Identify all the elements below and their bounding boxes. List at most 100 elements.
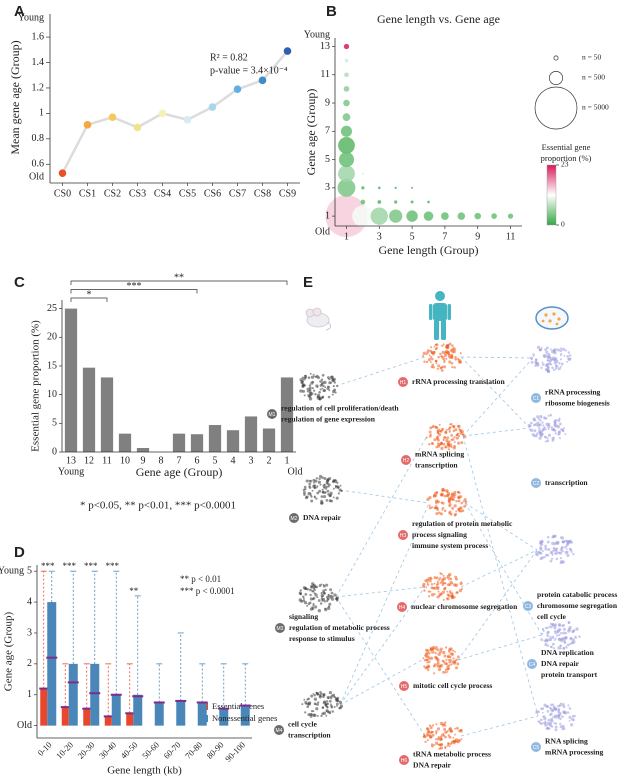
module-badge (527, 659, 537, 669)
bubble (406, 210, 418, 222)
x-tick-label: CS0 (54, 188, 71, 199)
module-gene (437, 652, 441, 656)
edge (335, 356, 426, 387)
module-gene (434, 645, 438, 649)
module-gene (552, 436, 555, 439)
module-gene (324, 588, 327, 592)
x-tick-label: 3 (377, 231, 382, 242)
module-id: H1 (400, 380, 407, 386)
module-gene (430, 586, 434, 590)
module-gene (313, 484, 317, 488)
module-gene (549, 635, 552, 638)
module-gene (441, 501, 445, 505)
module-id: C2 (533, 481, 540, 487)
module-gene (442, 722, 446, 726)
module-cloud (302, 474, 343, 505)
bubble (370, 207, 388, 225)
edge (464, 502, 538, 551)
module-id: H2 (403, 458, 410, 464)
module-gene (542, 427, 546, 431)
module-gene (442, 577, 447, 581)
size-legend-label: n = 50 (582, 53, 601, 62)
module-gene (569, 636, 573, 640)
module-gene (438, 433, 442, 437)
module-gene (457, 499, 461, 503)
module-gene (549, 551, 553, 554)
y-tick-label: 3 (325, 182, 330, 193)
module-label: transcription (288, 730, 331, 739)
module-gene (309, 593, 312, 597)
module-gene (440, 446, 444, 450)
module-gene (546, 626, 549, 629)
module-gene (327, 395, 331, 399)
module-cloud (299, 372, 339, 401)
module-gene (313, 697, 318, 701)
point (108, 113, 117, 122)
module-gene (455, 510, 458, 513)
module-gene (436, 587, 440, 591)
module-gene (548, 721, 552, 725)
module-gene (443, 360, 446, 364)
module-gene (545, 350, 549, 354)
bubble (441, 212, 449, 220)
module-gene (428, 443, 431, 446)
module-gene (439, 352, 442, 356)
module-gene (435, 730, 438, 733)
module-gene (314, 479, 318, 483)
module-gene (435, 512, 439, 516)
module-gene (535, 553, 540, 557)
module-gene (329, 494, 332, 497)
mouse-icon (305, 307, 332, 331)
module-gene (543, 417, 546, 420)
module-gene (429, 726, 433, 730)
module-gene (435, 446, 438, 449)
module-gene (323, 380, 327, 385)
module-gene (309, 391, 312, 395)
module-gene (545, 363, 549, 367)
human-head (435, 291, 445, 301)
bubble (377, 200, 382, 204)
module-gene (330, 704, 333, 708)
x-tick-label: CS4 (154, 188, 171, 199)
point (183, 115, 192, 124)
module-label: response to stimulus (289, 634, 355, 643)
module-cloud (425, 422, 467, 451)
module-gene (539, 348, 543, 352)
module-gene (455, 499, 458, 503)
module-gene (332, 385, 335, 388)
module-gene (427, 590, 430, 593)
module-gene (324, 703, 327, 706)
module-gene (434, 494, 438, 497)
bar (226, 430, 240, 452)
module-gene (459, 429, 462, 432)
legend-label: Nonessential genes (212, 713, 277, 723)
module-gene (299, 589, 302, 592)
bubble (338, 151, 355, 168)
module-gene (317, 609, 322, 613)
module-gene (560, 536, 565, 540)
edge (335, 596, 426, 737)
module-gene (313, 702, 317, 706)
annotation: ** p < 0.01 (180, 574, 221, 584)
y-axis-label: Mean gene age (Group) (8, 40, 22, 154)
module-gene (562, 711, 566, 715)
y-axis-label: Gene age (Group) (3, 611, 15, 691)
module-gene (439, 647, 443, 651)
module-gene (336, 481, 339, 484)
module-gene (553, 420, 556, 424)
module-gene (441, 350, 445, 354)
colorbar-tick-label: 23 (561, 160, 569, 169)
right-label: Old (288, 466, 303, 477)
y-tick-label: 15 (47, 360, 57, 371)
module-gene (559, 358, 563, 361)
edge (335, 586, 426, 598)
module-gene (443, 365, 447, 369)
module-gene (338, 700, 343, 704)
module-gene (316, 491, 320, 495)
module-label: process signaling (412, 530, 467, 539)
dish (535, 306, 569, 330)
module-gene (439, 429, 443, 433)
module-gene (326, 705, 329, 709)
module-gene (560, 352, 563, 355)
module-gene (430, 361, 432, 364)
